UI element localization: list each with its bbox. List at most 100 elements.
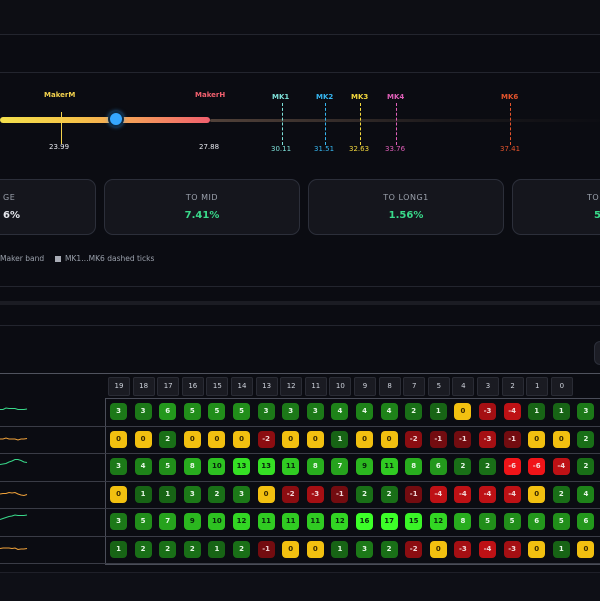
heatmap-cell[interactable]: 0 [282, 430, 300, 448]
heatmap-cell[interactable]: 2 [356, 485, 373, 503]
column-header[interactable]: 19 [108, 377, 130, 396]
heatmap-cell[interactable]: -3 [479, 430, 496, 448]
heatmap-cell[interactable]: 3 [183, 485, 201, 503]
column-header[interactable]: 2 [501, 377, 524, 396]
heatmap-cell[interactable]: 3 [282, 403, 300, 420]
heatmap-cell[interactable]: -4 [552, 458, 570, 475]
heatmap-cell[interactable]: 8 [405, 458, 423, 475]
column-header[interactable]: 18 [132, 377, 155, 396]
heatmap-cell[interactable]: -4 [503, 403, 521, 420]
heatmap-cell[interactable]: 2 [380, 540, 398, 558]
heatmap-cell[interactable]: 16 [356, 513, 373, 530]
heatmap-cell[interactable]: 11 [306, 513, 324, 530]
column-header[interactable]: 16 [181, 377, 204, 396]
heatmap-cell[interactable]: 9 [356, 458, 373, 475]
heatmap-cell[interactable]: -1 [331, 485, 349, 503]
heatmap-cell[interactable]: 5 [503, 513, 521, 530]
heatmap-cell[interactable]: 3 [233, 485, 250, 503]
heatmap-cell[interactable]: -1 [405, 485, 423, 503]
heatmap-cell[interactable]: 0 [306, 540, 324, 558]
heatmap-cell[interactable]: 8 [306, 458, 324, 475]
heatmap-cell[interactable]: 0 [110, 485, 127, 503]
heatmap-cell[interactable]: 1 [429, 403, 447, 420]
heatmap-cell[interactable]: 1 [331, 430, 349, 448]
heatmap-cell[interactable]: 6 [159, 403, 177, 420]
heatmap-cell[interactable]: 0 [257, 485, 275, 503]
heatmap-cell[interactable]: 0 [208, 430, 226, 448]
heatmap-cell[interactable]: 5 [208, 403, 226, 420]
heatmap-cell[interactable]: 2 [552, 485, 570, 503]
heatmap-cell[interactable]: -3 [306, 485, 324, 503]
heatmap-cell[interactable]: 11 [257, 513, 275, 530]
heatmap-cell[interactable]: 3 [134, 403, 152, 420]
column-header[interactable]: 17 [157, 377, 180, 396]
column-header[interactable]: 8 [378, 377, 401, 396]
heatmap-cell[interactable]: -4 [429, 485, 447, 503]
heatmap-cell[interactable]: 2 [479, 458, 496, 475]
heatmap-cell[interactable]: 8 [454, 513, 472, 530]
heatmap-cell[interactable]: 12 [331, 513, 349, 530]
heatmap-cell[interactable]: 7 [159, 513, 177, 530]
heatmap-cell[interactable]: 4 [577, 485, 595, 503]
heatmap-cell[interactable]: 0 [282, 540, 300, 558]
heatmap-cell[interactable]: 2 [183, 540, 201, 558]
heatmap-cell[interactable]: 6 [577, 513, 595, 530]
column-header[interactable]: 13 [255, 377, 278, 396]
column-header[interactable]: 3 [477, 377, 499, 396]
heatmap-cell[interactable]: 2 [454, 458, 472, 475]
heatmap-cell[interactable]: 9 [183, 513, 201, 530]
heatmap-cell[interactable]: -2 [405, 540, 423, 558]
heatmap-cell[interactable]: -4 [479, 540, 496, 558]
heatmap-cell[interactable]: 8 [183, 458, 201, 475]
heatmap-cell[interactable]: 4 [356, 403, 373, 420]
column-header[interactable]: 1 [526, 377, 549, 396]
heatmap-cell[interactable]: -3 [503, 540, 521, 558]
heatmap-cell[interactable]: -3 [454, 540, 472, 558]
heatmap-cell[interactable]: -1 [429, 430, 447, 448]
heatmap-cell[interactable]: 13 [257, 458, 275, 475]
heatmap-cell[interactable]: -4 [479, 485, 496, 503]
heatmap-cell[interactable]: 4 [331, 403, 349, 420]
heatmap-cell[interactable]: -2 [282, 485, 300, 503]
heatmap-cell[interactable]: 1 [134, 485, 152, 503]
column-header[interactable]: 12 [280, 377, 303, 396]
heatmap-cell[interactable]: 3 [577, 403, 595, 420]
column-header[interactable]: 0 [550, 377, 573, 396]
heatmap-cell[interactable]: -6 [528, 458, 546, 475]
heatmap-cell[interactable]: -2 [257, 430, 275, 448]
heatmap-cell[interactable]: 4 [380, 403, 398, 420]
heatmap-cell[interactable]: 3 [306, 403, 324, 420]
heatmap-cell[interactable]: 2 [233, 540, 250, 558]
heatmap-cell[interactable]: 1 [552, 403, 570, 420]
heatmap-cell[interactable]: -3 [479, 403, 496, 420]
heatmap-cell[interactable]: -4 [454, 485, 472, 503]
heatmap-cell[interactable]: 0 [356, 430, 373, 448]
heatmap-cell[interactable]: 2 [134, 540, 152, 558]
heatmap-cell[interactable]: 2 [159, 430, 177, 448]
heatmap-cell[interactable]: 6 [429, 458, 447, 475]
heatmap-cell[interactable]: -1 [454, 430, 472, 448]
column-header[interactable]: 7 [403, 377, 426, 396]
column-header[interactable]: 15 [206, 377, 229, 396]
heatmap-cell[interactable]: 2 [577, 430, 595, 448]
heatmap-cell[interactable]: 5 [159, 458, 177, 475]
heatmap-cell[interactable]: 11 [282, 458, 300, 475]
heatmap-cell[interactable]: 1 [528, 403, 546, 420]
heatmap-cell[interactable]: 2 [380, 485, 398, 503]
heatmap-cell[interactable]: 0 [429, 540, 447, 558]
heatmap-cell[interactable]: 0 [552, 430, 570, 448]
column-header[interactable]: 14 [231, 377, 253, 396]
heatmap-cell[interactable]: 1 [110, 540, 127, 558]
horizontal-scrollbar[interactable] [0, 301, 600, 305]
heatmap-cell[interactable]: 17 [380, 513, 398, 530]
heatmap-cell[interactable]: -4 [503, 485, 521, 503]
heatmap-cell[interactable]: 13 [233, 458, 250, 475]
heatmap-cell[interactable]: 12 [429, 513, 447, 530]
heatmap-cell[interactable]: 3 [110, 513, 127, 530]
heatmap-cell[interactable]: 7 [331, 458, 349, 475]
heatmap-cell[interactable]: 1 [331, 540, 349, 558]
heatmap-cell[interactable]: 1 [208, 540, 226, 558]
heatmap-cell[interactable]: 11 [282, 513, 300, 530]
heatmap-cell[interactable]: 0 [528, 485, 546, 503]
heatmap-cell[interactable]: 0 [577, 540, 595, 558]
